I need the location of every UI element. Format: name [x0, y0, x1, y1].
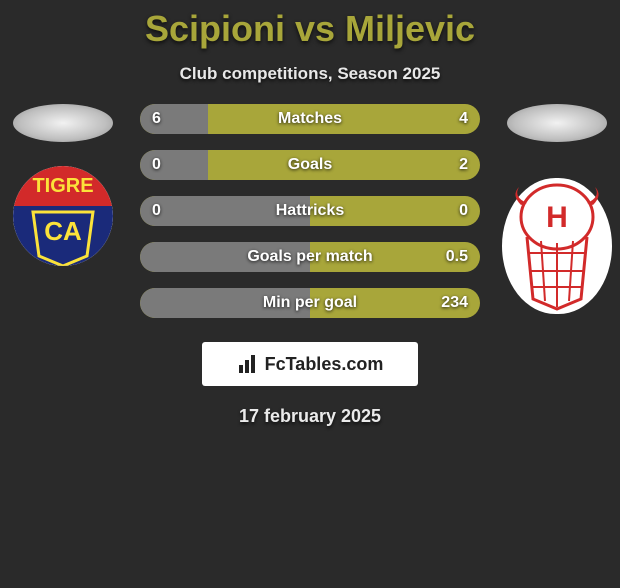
bar-chart-icon	[237, 353, 259, 375]
stat-label: Min per goal	[140, 294, 480, 312]
stat-row: Min per goal234	[140, 288, 480, 318]
tigre-crest-icon: TIGRE CA	[13, 166, 113, 266]
club-badge-left: TIGRE CA	[13, 166, 113, 266]
svg-text:H: H	[546, 201, 568, 234]
brand-badge: FcTables.com	[202, 342, 418, 386]
player-left-avatar-placeholder	[13, 104, 113, 142]
stat-label: Matches	[140, 110, 480, 128]
stat-label: Goals per match	[140, 248, 480, 266]
stat-row: 0Goals2	[140, 150, 480, 180]
player-left-slot: TIGRE CA	[8, 104, 118, 266]
stat-label: Hattricks	[140, 202, 480, 220]
stat-bars: 6Matches4 0Goals2 0Hattricks0 Goals per mat…	[140, 104, 480, 318]
player-right-slot: H	[502, 104, 612, 314]
huracan-crest-icon: H	[507, 181, 607, 311]
stat-row: 6Matches4	[140, 104, 480, 134]
stat-row: 0Hattricks0	[140, 196, 480, 226]
club-badge-right: H	[502, 178, 612, 314]
comparison-arena: TIGRE CA H 6Matche	[0, 104, 620, 318]
svg-text:TIGRE: TIGRE	[32, 175, 93, 197]
player-right-avatar-placeholder	[507, 104, 607, 142]
page-title: Scipioni vs Miljevic	[0, 8, 620, 50]
stat-label: Goals	[140, 156, 480, 174]
brand-text: FcTables.com	[265, 354, 384, 375]
subtitle: Club competitions, Season 2025	[0, 64, 620, 84]
stat-row: Goals per match0.5	[140, 242, 480, 272]
footer-date: 17 february 2025	[0, 406, 620, 427]
svg-text:CA: CA	[44, 216, 82, 246]
